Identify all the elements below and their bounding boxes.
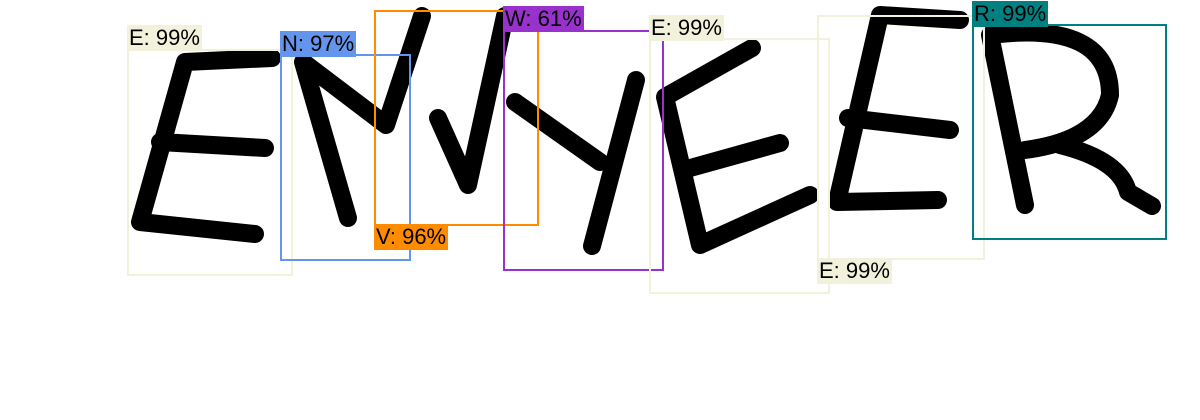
bbox-e-label: E: 99% [817,258,892,284]
bbox-n-label: N: 97% [280,31,357,57]
bbox-e-label: E: 99% [127,25,202,51]
bbox-e [127,49,293,276]
bbox-e [649,38,830,294]
bbox-v-label: V: 96% [374,224,449,250]
bbox-w [503,30,664,271]
bbox-r [972,24,1167,240]
bbox-e [817,15,985,260]
bbox-w-label: W: 61% [503,6,584,32]
bbox-e-label: E: 99% [649,15,724,41]
bbox-r-label: R: 99% [972,1,1049,27]
bbox-v [374,10,539,226]
